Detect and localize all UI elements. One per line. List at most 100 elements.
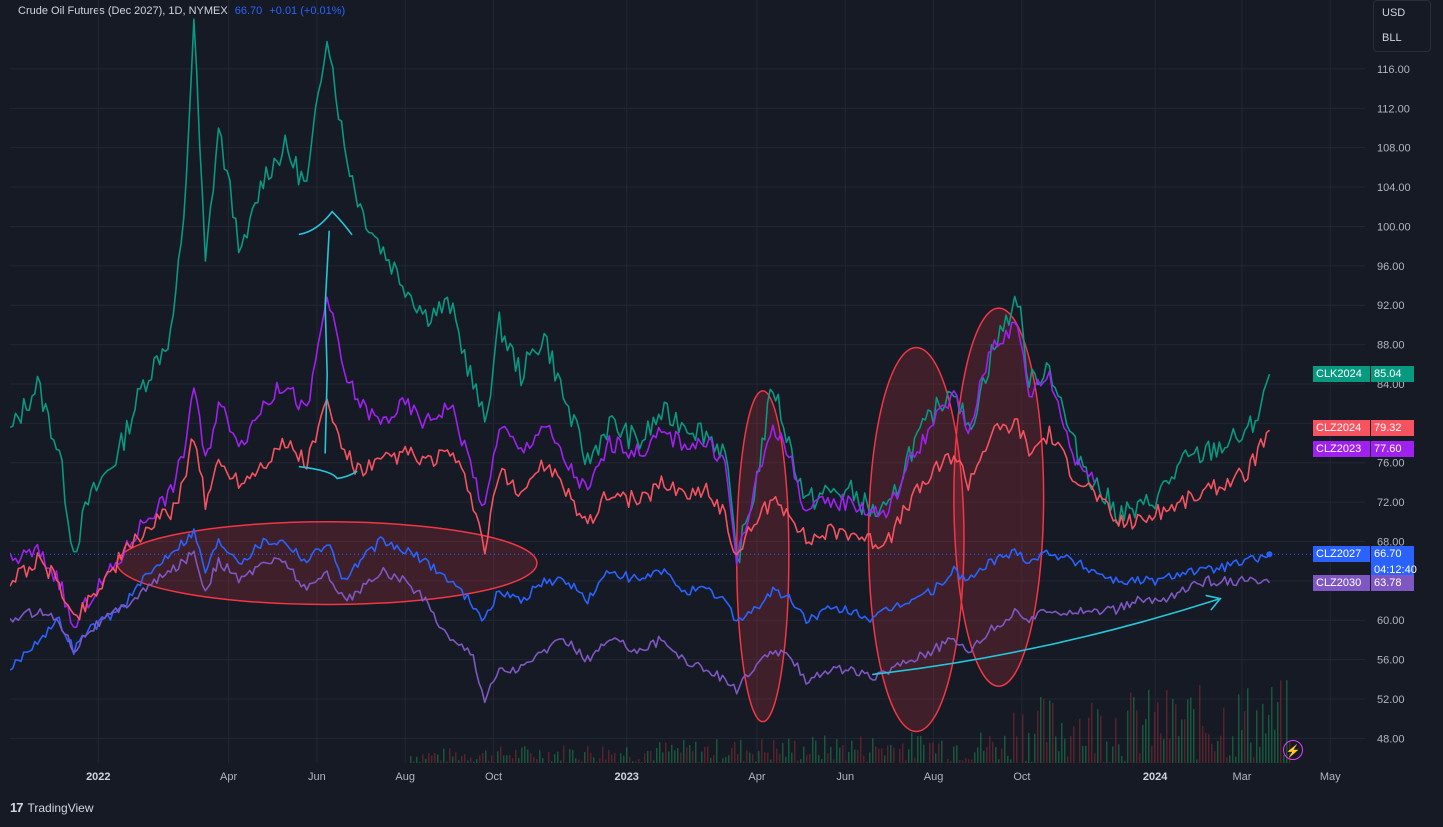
volume-bar [1274,729,1276,763]
volume-bar [755,761,757,763]
volume-bar [1052,702,1054,763]
y-tick-label: 108.00 [1377,143,1411,155]
x-tick-label: 2022 [86,771,110,783]
volume-bar [956,745,958,763]
highlight-ellipse[interactable] [867,346,965,733]
measure-unit[interactable]: BLL [1382,32,1402,44]
volume-bar [1178,736,1180,763]
volume-bar [470,757,472,763]
volume-bar [710,758,712,763]
volume-bar [500,746,502,763]
volume-bar [1022,714,1024,763]
x-tick-label: Apr [748,771,765,783]
volume-bar [482,752,484,763]
bar-countdown: 04:12:40 [1371,562,1417,579]
series-line-clz2027[interactable] [10,528,1271,671]
volume-bar [917,736,919,763]
volume-bar [1031,761,1033,763]
volume-bar [1091,702,1093,763]
price-chart[interactable] [10,0,1365,763]
currency-unit[interactable]: USD [1382,7,1406,19]
drawing-annotations[interactable] [298,210,1222,676]
volume-bar [890,744,892,763]
vertical-sketch[interactable] [324,230,330,454]
x-tick-label: Apr [220,771,237,783]
volume-bar [1280,680,1282,763]
volume-bar [683,739,685,763]
volume-bar [950,761,952,763]
peak-sketch[interactable] [298,210,353,236]
volume-bar [731,747,733,763]
trough-sketch[interactable] [298,465,358,480]
unit-selector[interactable]: USD BLL [1373,0,1431,52]
volume-bar [1265,733,1267,763]
volume-bar [584,752,586,763]
volume-bar [797,760,799,763]
badge-value: 63.78 [1371,575,1414,592]
volume-bar [908,749,910,763]
y-tick-label: 72.00 [1377,497,1405,509]
volume-bar [725,757,727,763]
volume-bar [689,745,691,763]
series-line-clz2030[interactable] [10,550,1271,704]
time-axis[interactable]: 2022 Apr Jun Aug Oct 2023 Apr Jun Aug Oct 2024 Mar M… [10,763,1365,791]
volume-bar [575,758,577,763]
highlight-ellipse[interactable] [953,307,1045,687]
volume-bar [1070,736,1072,763]
volume-bar [1166,690,1168,763]
x-tick-label: May [1320,771,1341,783]
volume-bar [1193,709,1195,763]
volume-bar [1121,756,1123,763]
volume-bar [830,746,832,763]
footer-brand[interactable]: 17 TradingView [10,800,94,815]
volume-bar [560,760,562,763]
series-line-clz2023[interactable] [10,296,1096,628]
volume-bar [530,752,532,763]
volume-bar [998,759,1000,763]
y-tick-label: 92.00 [1377,300,1405,312]
volume-bar [899,748,901,763]
series-line-clz2024[interactable] [10,398,1270,621]
volume-bar [842,745,844,763]
volume-bar [569,749,571,763]
volume-bar [1016,736,1018,763]
volume-bar [647,750,649,763]
volume-bar [1124,760,1126,763]
volume-bar [524,746,526,763]
volume-bar [1037,710,1039,763]
y-tick-label: 68.00 [1377,536,1405,548]
volume-bar [629,757,631,763]
volume-bar [707,746,709,763]
volume-bar [608,749,610,763]
volume-bar [986,747,988,763]
volume-bar [839,747,841,763]
volume-bar [728,755,730,763]
volume-bar [452,756,454,763]
volume-bar [869,752,871,763]
badge-symbol: CLZ2024 [1313,420,1370,437]
volume-bar [596,761,598,763]
trend-arrow[interactable] [871,597,1222,676]
series-line-clk2024[interactable] [10,18,1271,564]
volume-bar [473,761,475,763]
volume-bar [1250,742,1252,763]
volume-bar [1163,739,1165,763]
volume-bar [476,759,478,763]
volume-bar [662,752,664,763]
volume-bar [866,761,868,763]
volume-bar [716,739,718,763]
volume-bar [863,755,865,763]
volume-bar [527,749,529,763]
volume-bar [1112,746,1114,763]
volume-bar [563,745,565,763]
x-tick-label: Aug [395,771,415,783]
volume-bar [821,759,823,763]
volume-bar [665,742,667,763]
volume-bar [1151,745,1153,763]
volume-bar [611,754,613,763]
y-tick-label: 48.00 [1377,733,1405,745]
volume-bar [743,760,745,763]
volume-bar [1205,732,1207,763]
lightning-icon[interactable]: ⚡ [1283,740,1303,760]
volume-bar [455,752,457,763]
